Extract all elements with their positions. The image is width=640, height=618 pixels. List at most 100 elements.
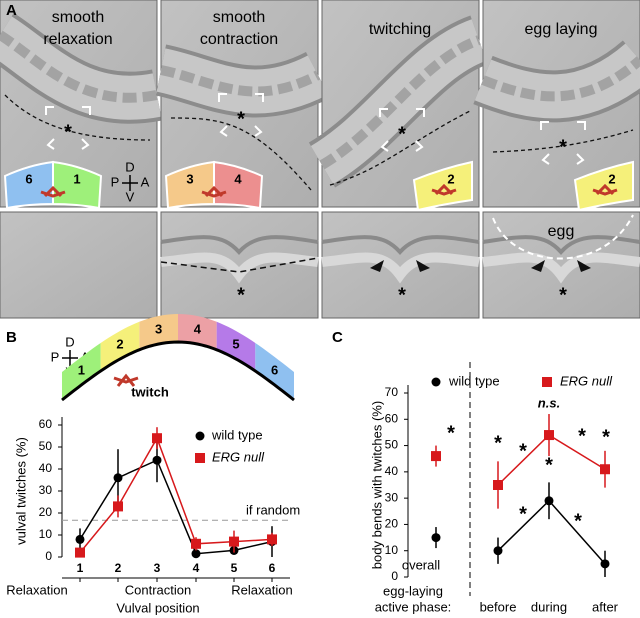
segment-number: 6	[25, 171, 32, 186]
y-axis-label: vulval twitches (%)	[13, 437, 28, 545]
point	[113, 473, 123, 483]
column-title: egg laying	[525, 21, 598, 38]
series-line	[497, 499, 606, 565]
body-segment	[100, 321, 140, 371]
y-tick-label: 40	[385, 464, 399, 478]
photo	[160, 211, 319, 319]
y-tick-label: 30	[385, 490, 399, 504]
dashed-line	[160, 257, 319, 273]
significance: *	[545, 454, 553, 476]
compass-p: P	[111, 174, 120, 189]
cuticle-band	[482, 252, 640, 284]
photo	[482, 211, 640, 319]
asterisk: *	[559, 136, 567, 158]
egg-label: egg	[548, 223, 575, 240]
significance: *	[578, 425, 586, 447]
bracket	[45, 106, 91, 150]
micrograph-bottom: *	[482, 211, 640, 319]
vulva-cell	[431, 183, 457, 196]
segment-number: 3	[155, 321, 162, 336]
significance: *	[519, 440, 527, 462]
x-tick-label: 1	[77, 561, 84, 575]
phase-label: Relaxation	[6, 582, 67, 597]
body-segment	[139, 314, 178, 350]
segment-number: 5	[232, 336, 239, 351]
legend-marker	[542, 377, 552, 387]
asterisk: *	[398, 284, 406, 306]
compass	[122, 175, 138, 191]
compass-p: P	[51, 349, 60, 364]
point	[152, 455, 162, 465]
series-line	[79, 436, 273, 554]
asterisk: *	[398, 123, 406, 145]
legend-marker	[431, 377, 441, 387]
segment-number: 3	[186, 171, 193, 186]
x-tick-label: 3	[154, 561, 161, 575]
compass-d: D	[65, 334, 74, 349]
legend-label: wild type	[211, 427, 263, 442]
body-segment	[178, 314, 217, 350]
panel-label: C	[332, 329, 343, 346]
y-tick-label: 10	[385, 543, 399, 557]
x-tick-label: 6	[269, 561, 276, 575]
segment-number: 4	[234, 171, 242, 186]
panel-label: A	[6, 2, 17, 19]
point	[493, 480, 503, 490]
dashed-arrow	[4, 94, 151, 141]
micrograph-top: * egg laying 2	[473, 0, 640, 212]
series-line	[79, 459, 273, 555]
inset-segment	[213, 160, 264, 210]
point	[191, 538, 201, 549]
y-tick-label: 10	[39, 527, 53, 541]
x-axis-label: Vulval position	[116, 600, 199, 615]
column-title: relaxation	[43, 31, 112, 48]
significance: *	[447, 422, 455, 444]
worm-body-inner	[156, 48, 329, 114]
asterisk: *	[237, 108, 245, 130]
micrograph-top: * twitching 2	[308, 0, 489, 212]
y-tick-label: 60	[39, 417, 53, 431]
x-tick-label: after	[592, 599, 619, 614]
point	[75, 547, 85, 558]
legend-label: ERG null	[212, 449, 265, 464]
vulva-cell	[40, 185, 66, 198]
body-segment	[255, 343, 294, 400]
cuticle-edge	[321, 235, 480, 255]
segment-number: 2	[447, 171, 454, 186]
significance: *	[602, 426, 610, 448]
bracket	[540, 121, 586, 165]
y-tick-label: 20	[39, 505, 53, 519]
column-title: smooth	[213, 9, 265, 26]
body-outline	[61, 340, 295, 402]
egg-outline	[492, 214, 634, 260]
dashed-arrow	[492, 129, 634, 153]
compass-d: D	[125, 159, 134, 174]
legend-marker	[195, 453, 205, 463]
segment-number: 2	[608, 171, 615, 186]
micrograph-bottom: *	[321, 211, 480, 319]
body-segment	[62, 343, 101, 400]
arrowhead	[531, 260, 591, 272]
phase-label: Contraction	[125, 582, 191, 597]
panel-label: B	[6, 329, 17, 346]
significance: n.s.	[538, 395, 560, 410]
significance: *	[574, 510, 582, 532]
worm-gut	[0, 30, 158, 103]
y-tick-label: 30	[39, 483, 53, 497]
overall-label: overall	[402, 557, 440, 572]
point	[544, 496, 554, 506]
cuticle-edge	[482, 235, 640, 255]
compass-a: A	[141, 174, 150, 189]
x-tick-label: 2	[115, 561, 122, 575]
arrowhead	[370, 260, 430, 272]
y-tick-label: 0	[391, 569, 398, 583]
point	[152, 433, 162, 444]
cuticle-band	[321, 252, 480, 284]
segment-number: 1	[73, 171, 80, 186]
category-title: active phase:	[375, 599, 452, 614]
cuticle-band	[160, 252, 319, 284]
point	[544, 430, 554, 441]
